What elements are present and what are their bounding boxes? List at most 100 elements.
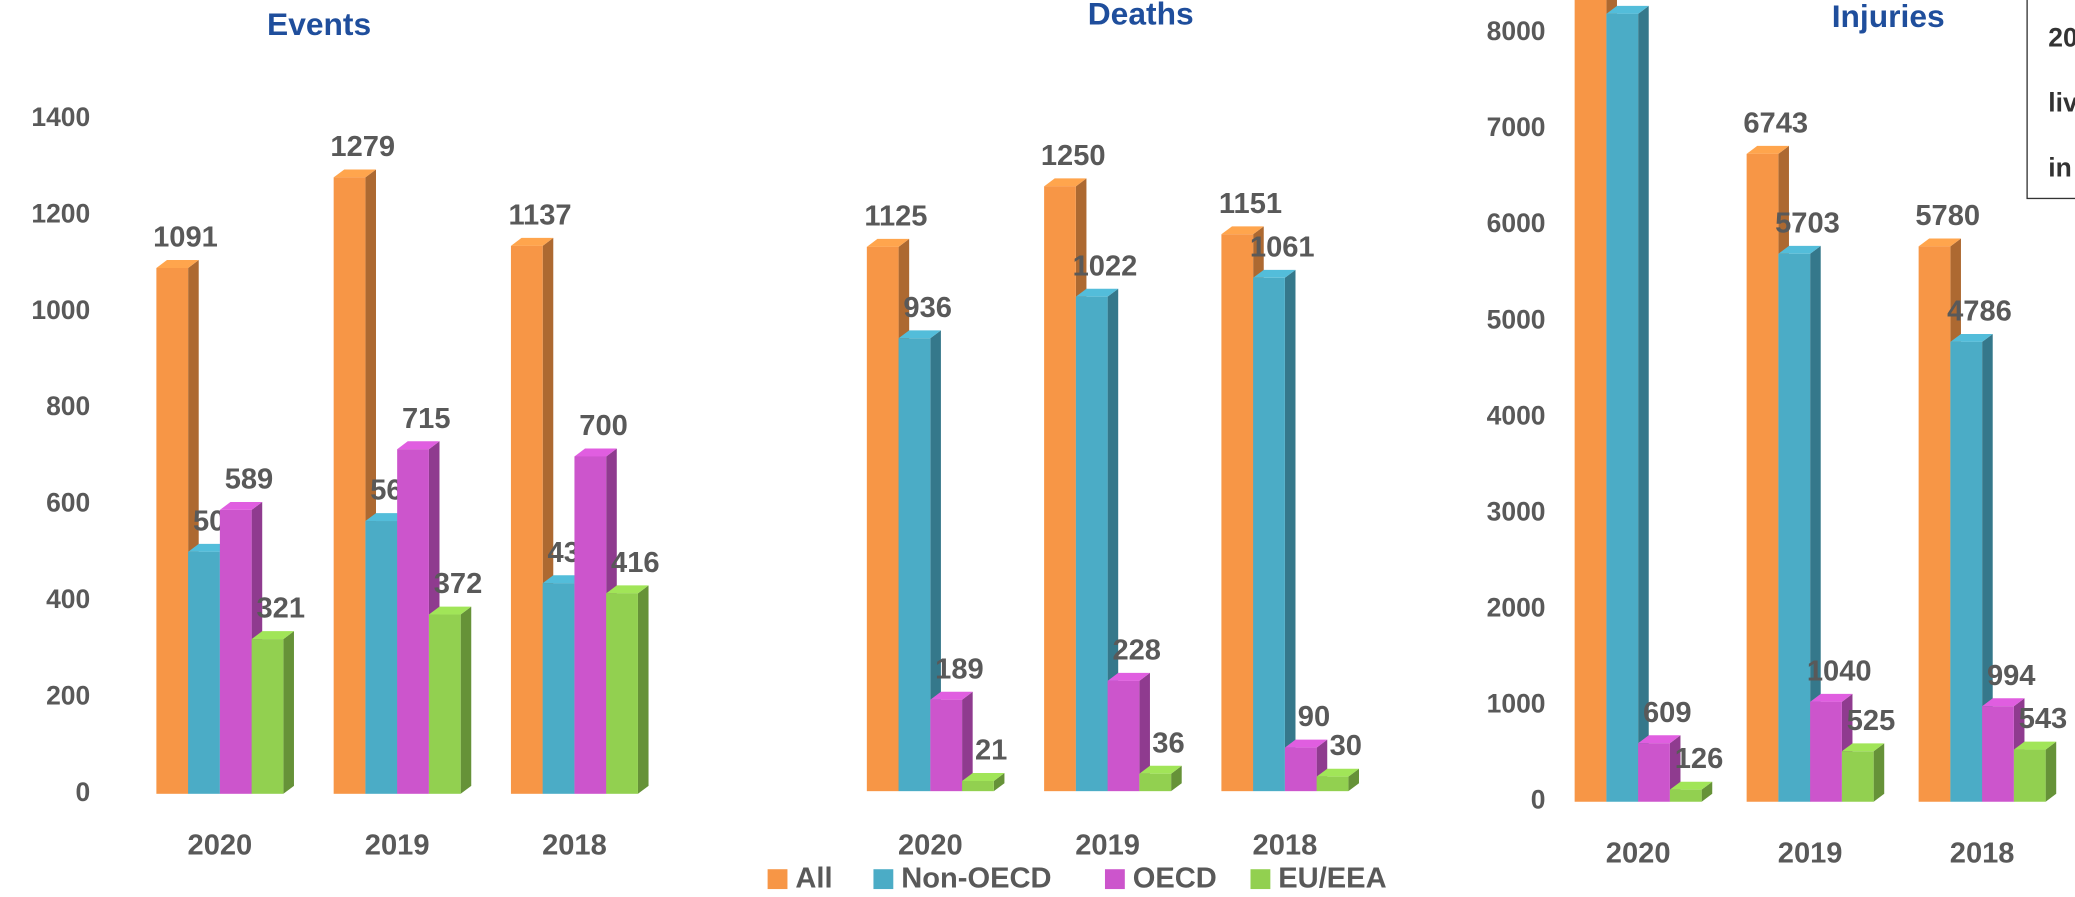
y-tick-label: 6000	[1487, 208, 1546, 238]
data-label: 126	[1675, 743, 1724, 775]
data-label: 589	[225, 464, 274, 496]
bar-face	[1316, 776, 1349, 792]
y-tick-label: 0	[1531, 785, 1546, 815]
bar-face	[1044, 186, 1076, 792]
bar-face	[1221, 226, 1264, 235]
bar-face	[1284, 739, 1328, 748]
bar-face	[930, 699, 963, 792]
y-tick-label: 1200	[31, 198, 90, 228]
data-label: 936	[903, 292, 952, 324]
bar-face	[188, 551, 220, 794]
bar-face	[1746, 153, 1779, 802]
bar-face	[219, 501, 263, 510]
bar-face	[1606, 5, 1649, 14]
bar-face	[1918, 238, 1961, 247]
x-tick-label: 2018	[542, 829, 607, 861]
data-label: 416	[611, 547, 660, 579]
data-label: 321	[256, 593, 305, 625]
y-tick-label: 0	[76, 777, 91, 807]
bar-face	[1574, 0, 1607, 802]
bar-face	[1810, 693, 1853, 702]
y-tick-label: 1000	[31, 295, 90, 325]
bar-face	[962, 780, 994, 792]
bar-face	[1982, 333, 1993, 802]
bar-face	[1778, 253, 1811, 802]
note-text: 20	[2048, 23, 2075, 53]
data-label: 5780	[1915, 200, 1980, 232]
bar	[1316, 768, 1359, 792]
bar-face	[1950, 333, 1993, 342]
bar-face	[1316, 768, 1359, 777]
data-label: 6743	[1743, 107, 1808, 139]
y-tick-label: 400	[46, 584, 90, 614]
y-tick-label: 5000	[1487, 304, 1546, 334]
bar	[1107, 672, 1150, 792]
data-label: 21	[975, 735, 1007, 767]
bar-face	[1253, 269, 1296, 278]
bar	[1950, 333, 1993, 802]
bar	[1075, 288, 1119, 792]
bar-face	[1982, 706, 2014, 802]
bar-face	[1810, 245, 1821, 802]
bar-face	[1638, 735, 1681, 744]
bar-face	[1107, 288, 1119, 792]
bar-face	[606, 585, 649, 594]
bar-face	[1841, 743, 1885, 752]
bar	[1669, 781, 1713, 802]
x-tick-label: 2020	[188, 829, 253, 861]
y-tick-label: 800	[46, 391, 90, 421]
data-label: 1040	[1807, 655, 1872, 687]
y-tick-label: 1000	[1487, 689, 1546, 719]
bar	[930, 691, 973, 792]
bar-face	[930, 330, 941, 792]
bar-face	[1873, 743, 1885, 802]
legend-label: Non-OECD	[901, 862, 1051, 894]
bar-face	[898, 338, 931, 792]
bar	[1284, 739, 1328, 792]
bar-face	[219, 509, 252, 794]
data-label: 1125	[864, 200, 927, 232]
bar-face	[574, 456, 607, 794]
bar-face	[962, 773, 1005, 781]
bar	[866, 238, 910, 792]
legend-label: All	[795, 862, 832, 894]
bar-face	[1075, 288, 1119, 297]
bar-face	[251, 631, 294, 640]
y-tick-label: 2000	[1487, 593, 1546, 623]
bar-face	[898, 330, 941, 339]
bar	[898, 330, 941, 792]
data-label: 372	[434, 568, 483, 600]
bar	[1606, 5, 1649, 802]
bar-face	[1982, 698, 2025, 707]
data-label: 36	[1152, 727, 1184, 759]
data-label: 1091	[153, 222, 218, 254]
legend-swatch	[1250, 869, 1271, 890]
legend-swatch	[1104, 869, 1125, 890]
bar-face	[156, 260, 199, 268]
chart-title: Events	[267, 6, 371, 42]
bar-face	[1107, 672, 1150, 681]
bar-face	[2013, 741, 2057, 750]
bar-face	[1669, 781, 1713, 790]
bar-face	[510, 245, 543, 794]
x-tick-label: 2019	[1778, 837, 1843, 869]
bar	[1253, 269, 1296, 792]
y-tick-label: 7000	[1487, 112, 1546, 142]
bar-face	[428, 606, 472, 615]
x-tick-label: 2018	[1253, 829, 1318, 861]
bar-face	[1746, 145, 1789, 154]
data-label: 1061	[1250, 231, 1315, 263]
bar-face	[542, 583, 575, 794]
bar-face	[1075, 296, 1108, 792]
data-label: 994	[1987, 660, 2036, 692]
bar-face	[1606, 13, 1639, 802]
bar-face	[1284, 269, 1296, 792]
bar-face	[365, 521, 398, 794]
data-label: 715	[402, 403, 451, 435]
legend-swatch	[873, 869, 894, 890]
data-label: 228	[1112, 634, 1161, 666]
bar-face	[1701, 781, 1713, 802]
y-tick-label: 200	[46, 680, 90, 710]
bar	[219, 501, 263, 794]
note-text: in	[2048, 152, 2072, 182]
